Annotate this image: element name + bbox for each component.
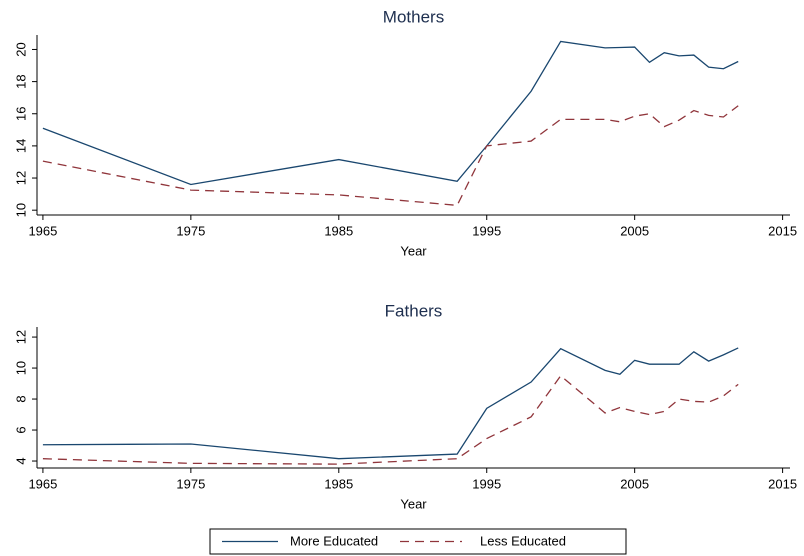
y-tick-label: 4: [13, 457, 28, 464]
chart-title: Mothers: [383, 7, 444, 26]
chart-title: Fathers: [385, 301, 443, 320]
series-line: [42, 40, 739, 186]
x-tick-label: 1995: [472, 476, 501, 491]
x-tick-label: 1975: [176, 476, 205, 491]
y-tick-label: 14: [13, 139, 28, 153]
x-tick-label: 1975: [176, 223, 205, 238]
y-tick-label: 10: [13, 361, 28, 375]
y-tick-label: 20: [13, 42, 28, 56]
y-tick-label: 16: [13, 107, 28, 121]
y-tick-label: 18: [13, 74, 28, 88]
x-tick-label: 1965: [28, 223, 57, 238]
series-line: [42, 347, 739, 460]
x-tick-label: 1985: [324, 223, 353, 238]
series-line: [42, 374, 739, 465]
x-tick-label: 2015: [768, 476, 797, 491]
x-tick-label: 1995: [472, 223, 501, 238]
legend-label: Less Educated: [480, 533, 566, 548]
x-tick-label: 2005: [620, 223, 649, 238]
y-tick-label: 10: [13, 203, 28, 217]
x-tick-label: 1965: [28, 476, 57, 491]
x-tick-label: 2015: [768, 223, 797, 238]
y-tick-label: 12: [13, 171, 28, 185]
x-axis-label: Year: [400, 496, 427, 511]
y-tick-label: 8: [13, 395, 28, 402]
x-axis-label: Year: [400, 243, 427, 258]
legend-label: More Educated: [290, 533, 378, 548]
x-tick-label: 1985: [324, 476, 353, 491]
x-tick-label: 2005: [620, 476, 649, 491]
y-tick-label: 12: [13, 330, 28, 344]
y-tick-label: 6: [13, 426, 28, 433]
series-line: [42, 105, 739, 207]
